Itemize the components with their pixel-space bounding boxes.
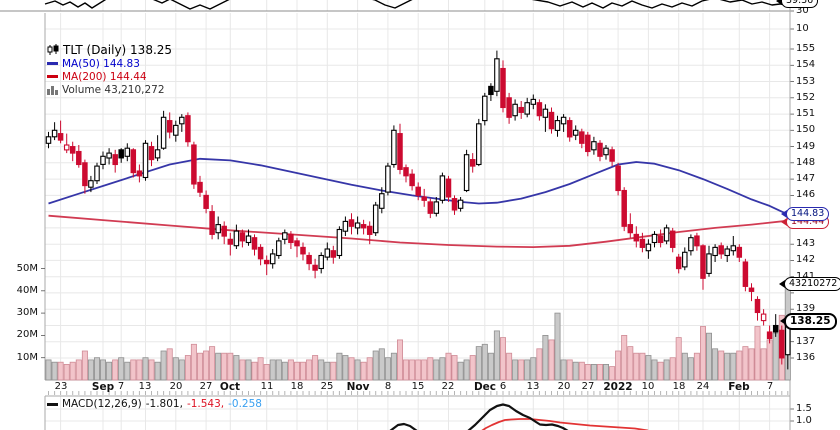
date-axis-tick-label: 2022 xyxy=(603,381,633,393)
rsi-axis-tick-label: 30 xyxy=(796,5,809,16)
symbol-title-row: TLT (Daily) 138.25 xyxy=(47,42,172,57)
price-axis-tick-label: 136 xyxy=(796,352,816,363)
date-axis-tick-label: 7 xyxy=(117,381,125,392)
macd-histogram-value: -0.258 xyxy=(228,398,262,410)
price-axis-tick-label: 154 xyxy=(796,59,816,70)
date-axis-tick-label: Feb xyxy=(728,381,750,393)
date-axis-tick-label: Dec xyxy=(473,381,497,393)
date-axis-tick-label: 20 xyxy=(557,381,571,392)
macd-axis-tick-label: 1.0 xyxy=(796,415,812,426)
date-axis-tick-label: 20 xyxy=(169,381,183,392)
volume-legend-label: Volume 43,210,272 xyxy=(62,83,165,96)
price-axis-tick-label: 151 xyxy=(796,108,816,119)
ma50-value-bubble: 144.83 xyxy=(780,207,830,221)
price-axis-tick-label: 143 xyxy=(796,238,816,249)
volume-axis-tick-label: 10M xyxy=(16,352,38,363)
ma200-line-icon xyxy=(47,75,58,78)
price-axis-tick-label: 147 xyxy=(796,173,816,184)
date-axis-tick-label: 18 xyxy=(672,381,686,392)
price-axis-tick-label: 152 xyxy=(796,92,816,103)
date-axis-tick-label: 24 xyxy=(696,381,710,392)
date-axis-tick-label: 13 xyxy=(526,381,540,392)
ma200-legend-label: MA(200) 144.44 xyxy=(62,70,147,83)
macd-line-icon xyxy=(47,402,58,406)
ma50-legend-row: MA(50) 144.83 xyxy=(47,57,172,70)
macd-signal-value: -1.543, xyxy=(186,398,225,410)
date-axis-tick-label: 15 xyxy=(411,381,425,392)
price-axis-tick-label: 139 xyxy=(796,303,816,314)
ma200-legend-row: MA(200) 144.44 xyxy=(47,70,172,83)
macd-axis-tick-label: 1.5 xyxy=(796,403,812,414)
date-axis-tick-label: 7 xyxy=(766,381,774,392)
macd-name: MACD(12,26,9) xyxy=(62,398,142,410)
date-axis-tick-label: 11 xyxy=(260,381,274,392)
price-axis-tick-label: 153 xyxy=(796,76,816,87)
date-axis-tick-label: 25 xyxy=(320,381,334,392)
chart-legend: TLT (Daily) 138.25 MA(50) 144.83 MA(200)… xyxy=(47,42,172,96)
date-axis-tick-label: 10 xyxy=(641,381,655,392)
rsi-value-bubble: 39.36 xyxy=(775,0,819,8)
date-axis-tick-label: 27 xyxy=(581,381,595,392)
price-axis-tick-label: 142 xyxy=(796,254,816,265)
date-axis-tick-label: 23 xyxy=(54,381,68,392)
date-axis-tick-label: Oct xyxy=(219,381,241,393)
price-axis-tick-label: 155 xyxy=(796,43,816,54)
price-axis-tick-label: 150 xyxy=(796,124,816,135)
volume-axis-tick-label: 50M xyxy=(16,263,38,274)
ma50-legend-label: MA(50) 144.83 xyxy=(62,57,140,70)
price-axis-tick-label: 148 xyxy=(796,157,816,168)
date-axis-tick-label: Nov xyxy=(346,381,370,393)
volume-bars-icon xyxy=(47,85,58,95)
volume-legend-row: Volume 43,210,272 xyxy=(47,83,172,96)
rsi-axis-tick-label: 10 xyxy=(796,23,809,34)
volume-axis-tick-label: 20M xyxy=(16,329,38,340)
date-axis-tick-label: 13 xyxy=(138,381,152,392)
symbol-title: TLT (Daily) 138.25 xyxy=(63,42,173,57)
macd-value: -1.801, xyxy=(145,398,183,410)
date-axis-tick-label: 27 xyxy=(199,381,213,392)
date-axis-tick-label: Sep xyxy=(91,381,115,393)
macd-legend-row: MACD(12,26,9) -1.801, -1.543, -0.258 xyxy=(47,398,262,410)
price-axis-tick-label: 137 xyxy=(796,336,816,347)
last-price-bubble: 138.25 xyxy=(780,313,837,330)
price-axis-tick-label: 146 xyxy=(796,189,816,200)
date-axis-tick-label: 18 xyxy=(290,381,304,392)
date-axis-tick-label: 22 xyxy=(441,381,455,392)
volume-axis-tick-label: 30M xyxy=(16,307,38,318)
candlestick-chart-icon xyxy=(47,43,59,55)
price-axis-tick-label: 141 xyxy=(796,271,815,282)
ma50-line-icon xyxy=(47,62,58,65)
price-axis-tick-label: 149 xyxy=(796,141,816,152)
volume-axis-tick-label: 40M xyxy=(16,285,38,296)
date-axis-tick-label: 8 xyxy=(384,381,392,392)
date-axis-tick-label: 6 xyxy=(499,381,507,392)
volume-value-bubble: 43210272 xyxy=(778,277,840,291)
